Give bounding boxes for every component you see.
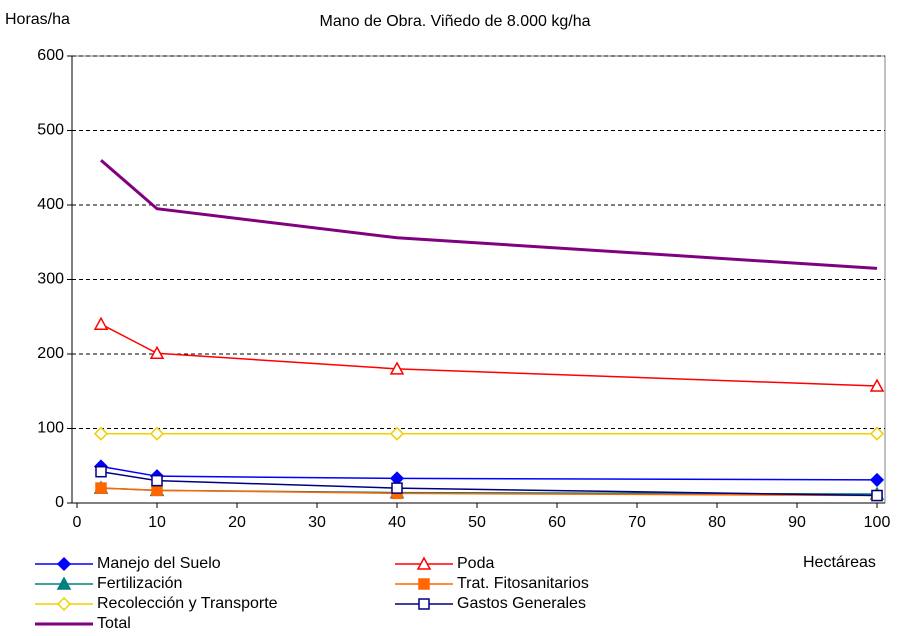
x-tick-label: 90: [788, 514, 806, 531]
x-tick-label: 40: [388, 514, 406, 531]
marker: [391, 482, 403, 494]
legend-marker: [56, 596, 72, 612]
x-tick-label: 50: [468, 514, 486, 531]
x-tick-label: 100: [864, 514, 891, 531]
marker: [151, 484, 163, 497]
series-line: [100, 487, 878, 497]
x-tick-label: 60: [548, 514, 566, 531]
legend-label: Recolección y Transporte: [97, 595, 278, 612]
legend-label: Fertilización: [97, 575, 182, 592]
x-tick-label: 70: [628, 514, 646, 531]
marker: [93, 316, 109, 330]
y-tick-label: 300: [37, 271, 64, 288]
legend-label: Trat. Fitosanitarios: [457, 575, 589, 592]
series-line: [100, 323, 878, 387]
y-tick-label: 600: [37, 47, 64, 64]
chart-title: Mano de Obra. Viñedo de 8.000 kg/ha: [319, 13, 590, 30]
marker: [151, 474, 163, 487]
series-line: [100, 465, 878, 481]
y-tick-label: 100: [37, 420, 64, 437]
legend-marker: [56, 576, 72, 590]
x-tick-label: 20: [228, 514, 246, 531]
marker: [95, 465, 107, 478]
series-line: [100, 470, 878, 497]
legend-marker: [418, 598, 430, 610]
y-tick-label: 0: [55, 494, 64, 511]
x-tick-label: 30: [308, 514, 326, 531]
marker: [869, 378, 885, 392]
legend-marker: [56, 556, 72, 572]
legend-label: Poda: [457, 555, 494, 572]
marker: [871, 489, 883, 502]
marker: [149, 345, 165, 360]
marker: [869, 472, 885, 487]
marker: [389, 426, 405, 441]
x-tick-label: 0: [73, 514, 82, 531]
y-tick-label: 500: [37, 122, 64, 139]
x-tick-label: 10: [148, 514, 166, 531]
legend-label: Total: [97, 615, 131, 632]
y-tick-label: 400: [37, 196, 64, 213]
legend-marker: [418, 578, 430, 590]
marker: [149, 426, 165, 441]
x-tick-label: 80: [708, 514, 726, 531]
y-tick-label: 200: [37, 345, 64, 362]
marker: [869, 426, 885, 441]
marker: [93, 426, 109, 441]
legend-label: Manejo del Suelo: [97, 555, 221, 572]
marker: [389, 361, 405, 375]
y-axis-label: Horas/ha: [5, 11, 70, 28]
legend-marker: [416, 556, 432, 570]
x-axis-label: Hectáreas: [803, 554, 876, 571]
marker: [95, 482, 107, 494]
series-line: [100, 159, 878, 270]
legend-label: Gastos Generales: [457, 595, 586, 612]
